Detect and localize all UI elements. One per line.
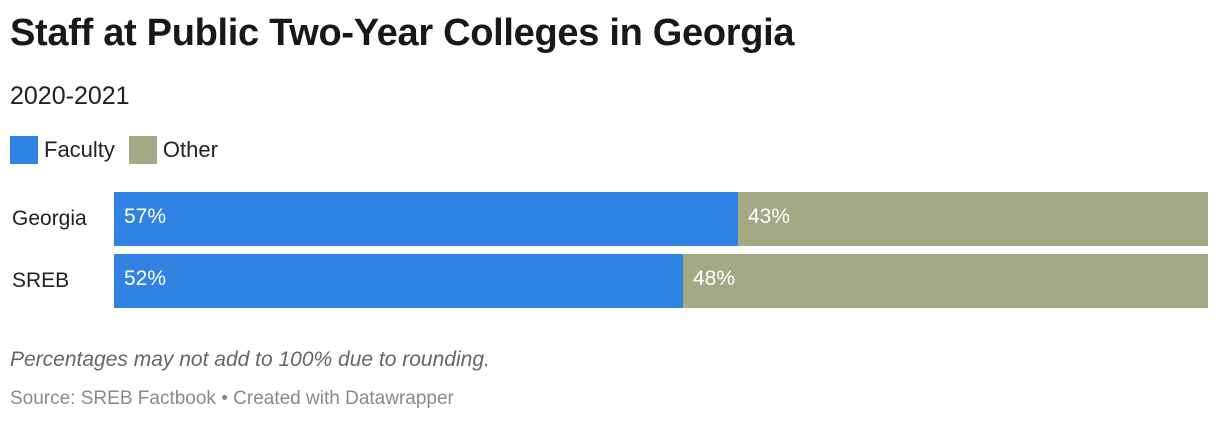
data-label-georgia-faculty: 57% xyxy=(124,205,167,228)
bar-sreb-faculty xyxy=(114,254,683,308)
source-text: Source: SREB Factbook xyxy=(10,388,216,409)
data-label-sreb-faculty: 52% xyxy=(124,267,167,290)
data-label-sreb-other: 48% xyxy=(693,267,736,290)
chart-note: Percentages may not add to 100% due to r… xyxy=(10,348,490,371)
legend-label-faculty: Faculty xyxy=(44,137,115,162)
category-label-georgia: Georgia xyxy=(12,207,87,230)
legend-swatch-faculty xyxy=(10,136,38,164)
chart-title: Staff at Public Two-Year Colleges in Geo… xyxy=(10,12,795,54)
legend-swatch-other xyxy=(128,136,157,164)
data-label-georgia-other: 43% xyxy=(748,205,791,228)
legend-label-other: Other xyxy=(162,137,218,162)
chart-source: Source: SREB Factbook • Created with Dat… xyxy=(10,388,454,410)
bar-row-sreb: 52% 48% xyxy=(114,254,1208,308)
stacked-bar-chart: Georgia 57% 43% SREB 52% 48% xyxy=(0,190,1220,314)
credit-text: Created with Datawrapper xyxy=(233,388,454,409)
category-label-sreb: SREB xyxy=(12,269,70,292)
bar-row-georgia: 57% 43% xyxy=(114,192,1208,246)
legend: Faculty Other xyxy=(10,136,232,164)
bar-georgia-faculty xyxy=(114,192,738,246)
bar-georgia-other xyxy=(738,192,1208,246)
legend-item-other: Other xyxy=(128,136,218,164)
bar-sreb-other xyxy=(683,254,1208,308)
source-separator: • xyxy=(221,388,234,409)
legend-item-faculty: Faculty xyxy=(10,136,115,164)
chart-subtitle: 2020-2021 xyxy=(10,82,130,110)
